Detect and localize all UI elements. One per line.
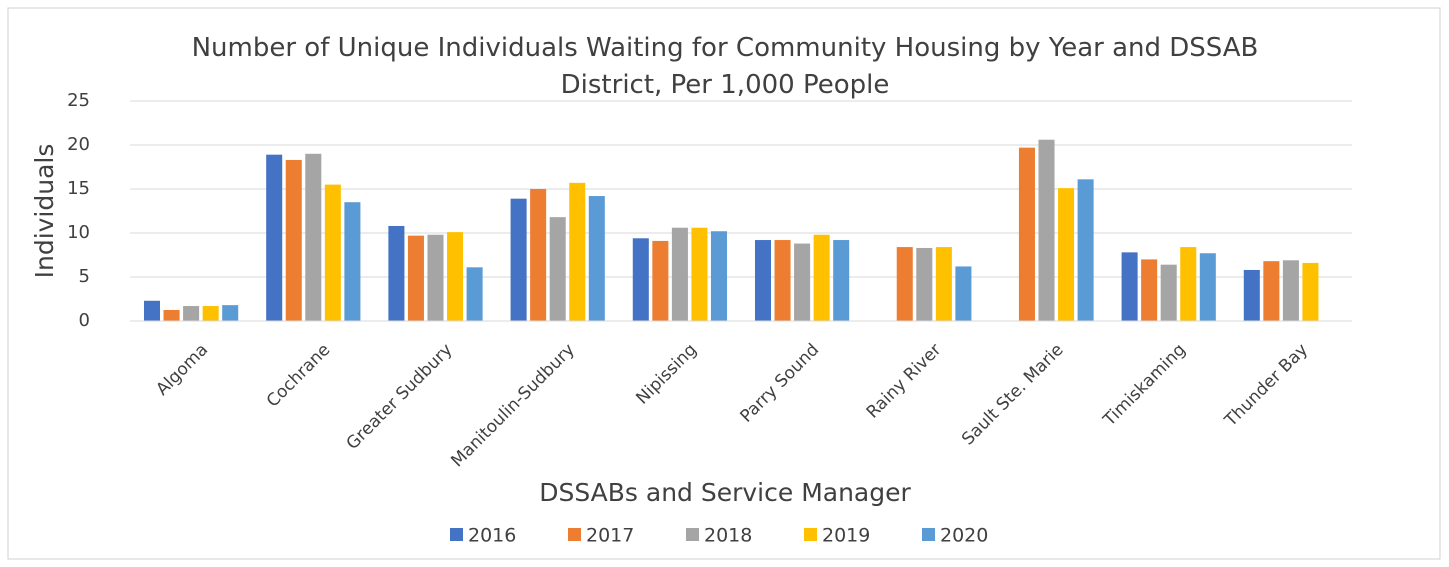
bar <box>285 159 302 321</box>
bar <box>569 182 586 321</box>
bar <box>183 306 200 321</box>
bar <box>1160 264 1177 321</box>
bar <box>143 300 161 321</box>
bar <box>1058 188 1075 321</box>
bar <box>774 240 791 321</box>
bar <box>632 238 649 321</box>
bar <box>691 227 708 321</box>
y-tick-label: 25 <box>67 90 90 111</box>
legend-label: 2020 <box>940 525 988 547</box>
bar <box>466 267 483 321</box>
bar <box>1121 252 1138 321</box>
bar <box>1263 261 1280 321</box>
legend-label: 2018 <box>704 525 752 547</box>
bar <box>266 154 283 321</box>
bar <box>1302 262 1319 321</box>
bar <box>1141 259 1158 321</box>
x-axis-title: DSSABs and Service Manager <box>539 478 911 507</box>
bar <box>588 196 605 321</box>
bar <box>896 247 913 321</box>
bar <box>935 247 952 321</box>
bar <box>671 227 688 321</box>
legend-swatch <box>450 528 463 541</box>
bar <box>407 235 424 321</box>
bar <box>1282 260 1299 321</box>
legend-label: 2017 <box>586 525 634 547</box>
bar <box>1243 269 1260 321</box>
bar <box>710 231 728 321</box>
bar <box>222 305 239 321</box>
bar <box>549 217 566 321</box>
bar <box>427 234 444 321</box>
y-tick-label: 0 <box>79 310 90 331</box>
bar <box>163 310 180 321</box>
y-tick-label: 10 <box>67 222 90 243</box>
title-line: District, Per 1,000 People <box>561 70 890 100</box>
bar <box>813 234 830 321</box>
y-tick-label: 15 <box>67 178 90 199</box>
chart-title: Number of Unique Individuals Waiting for… <box>192 33 1259 100</box>
legend-label: 2019 <box>822 525 870 547</box>
legend-swatch <box>922 528 935 541</box>
bar <box>510 198 527 321</box>
bar <box>202 306 219 321</box>
bar <box>1038 139 1055 321</box>
title-line: Number of Unique Individuals Waiting for… <box>192 33 1259 63</box>
bar <box>652 240 669 321</box>
bar <box>955 266 972 321</box>
bar <box>324 184 341 321</box>
legend-swatch <box>804 528 817 541</box>
bar <box>530 189 547 321</box>
bar <box>833 240 850 321</box>
bar <box>1077 179 1094 321</box>
bar <box>916 247 933 321</box>
legend-swatch <box>686 528 699 541</box>
legend-swatch <box>568 528 581 541</box>
bar <box>447 232 464 321</box>
y-tick-label: 5 <box>79 266 90 287</box>
bar <box>1199 253 1216 321</box>
bar <box>388 225 405 321</box>
y-axis-title: Individuals <box>30 144 59 279</box>
bar <box>1180 247 1197 321</box>
bar <box>344 202 361 321</box>
y-tick-label: 20 <box>67 134 90 155</box>
bar <box>794 243 811 321</box>
legend-label: 2016 <box>468 525 516 547</box>
bar <box>754 240 772 321</box>
bar <box>305 153 322 321</box>
bar <box>1018 147 1035 321</box>
